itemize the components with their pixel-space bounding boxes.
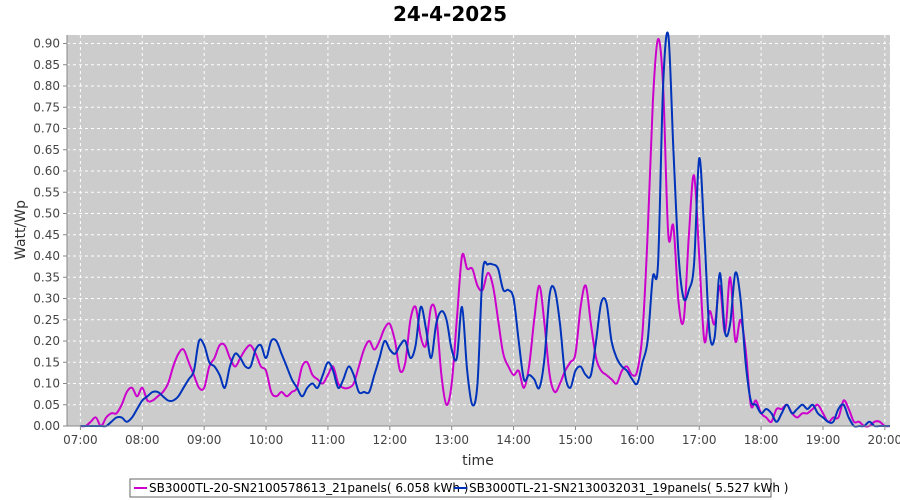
y-tick-label: 0.80 xyxy=(33,79,60,93)
y-tick-label: 0.85 xyxy=(33,58,60,72)
y-tick-label: 0.10 xyxy=(33,377,60,391)
y-tick-label: 0.60 xyxy=(33,164,60,178)
x-tick-label: 07:00 xyxy=(63,433,98,447)
legend: SB3000TL-20-SN2100578613_21panels( 6.058… xyxy=(129,478,788,498)
x-tick-label: 13:00 xyxy=(434,433,469,447)
y-tick-label: 0.00 xyxy=(33,419,60,433)
y-tick-label: 0.20 xyxy=(33,334,60,348)
y-tick-label: 0.75 xyxy=(33,100,60,114)
y-tick-label: 0.40 xyxy=(33,249,60,263)
series-line-1 xyxy=(80,38,891,428)
y-tick-label: 0.45 xyxy=(33,228,60,242)
x-axis-label: time xyxy=(462,453,494,469)
legend-entry-1: SB3000TL-20-SN2100578613_21panels( 6.058… xyxy=(149,481,468,495)
grid xyxy=(67,35,890,426)
legend-box xyxy=(129,478,772,498)
x-tick-label: 17:00 xyxy=(682,433,717,447)
y-tick-label: 0.25 xyxy=(33,313,60,327)
y-axis-label: Watt/Wp xyxy=(13,200,29,260)
y-tick-label: 0.15 xyxy=(33,355,60,369)
x-tick-label: 15:00 xyxy=(558,433,593,447)
series-group xyxy=(80,31,891,428)
y-tick-label: 0.30 xyxy=(33,292,60,306)
series-line-2 xyxy=(80,31,890,428)
x-tick-label: 19:00 xyxy=(806,433,841,447)
x-tick-label: 20:00 xyxy=(868,433,900,447)
y-tick-label: 0.70 xyxy=(33,122,60,136)
y-tick-label: 0.90 xyxy=(33,37,60,51)
x-tick-label: 11:00 xyxy=(311,433,346,447)
x-tick-label: 10:00 xyxy=(249,433,284,447)
x-tick-label: 12:00 xyxy=(373,433,408,447)
chart-title: 24-4-2025 xyxy=(393,2,507,26)
y-tick-label: 0.35 xyxy=(33,270,60,284)
y-tick-labels: 0.00 0.05 0.10 0.15 0.20 0.25 0.30 0.35 0.40 0.45… xyxy=(33,37,67,433)
y-tick-label: 0.65 xyxy=(33,143,60,157)
x-tick-label: 16:00 xyxy=(620,433,655,447)
y-tick-label: 0.05 xyxy=(33,398,60,412)
x-tick-labels: 07:00 08:00 09:00 10:00 11:00 12:00 13:00 14:00… xyxy=(63,426,900,447)
y-tick-label: 0.55 xyxy=(33,185,60,199)
x-tick-label: 09:00 xyxy=(187,433,222,447)
legend-entry-2: SB3000TL-21-SN2130032031_19panels( 5.527… xyxy=(469,481,788,495)
x-tick-label: 18:00 xyxy=(744,433,779,447)
x-tick-label: 08:00 xyxy=(125,433,160,447)
x-tick-label: 14:00 xyxy=(496,433,531,447)
y-tick-label: 0.50 xyxy=(33,207,60,221)
